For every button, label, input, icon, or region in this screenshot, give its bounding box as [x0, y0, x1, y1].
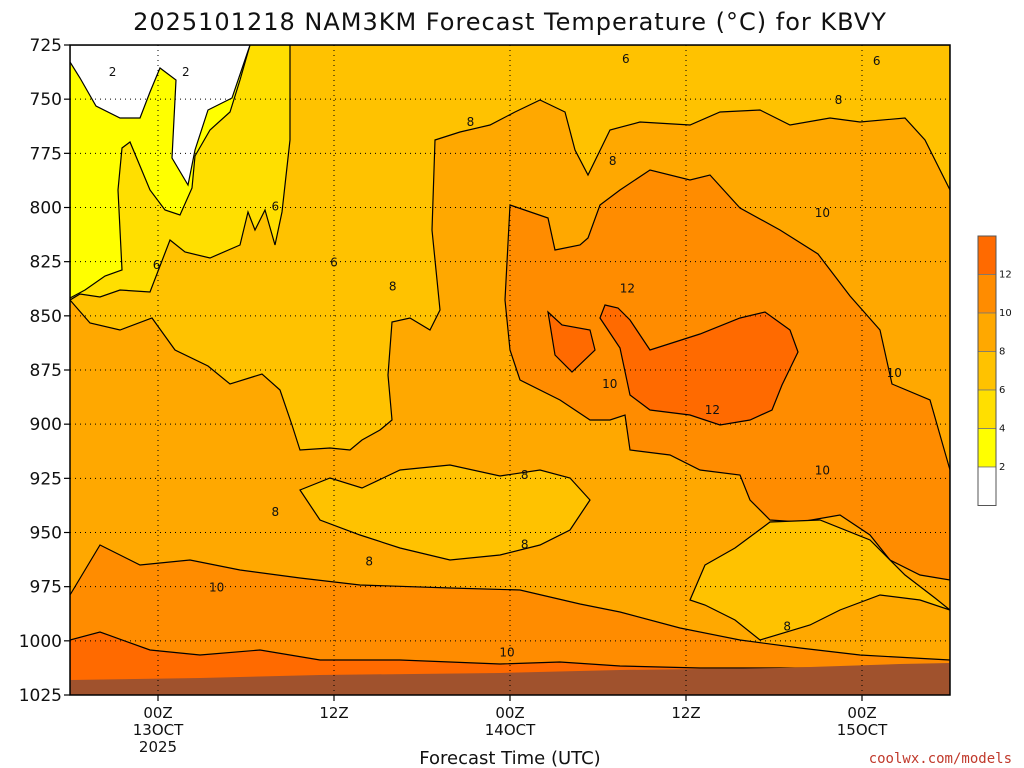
colorbar-tick-label: 12	[999, 270, 1012, 281]
y-tick-label: 1025	[19, 686, 62, 706]
y-tick-label: 725	[30, 36, 62, 56]
contour-labels: 2 2 6 6 8 8 8 6 6 6 8 12 10 10 12 10 8 8 8 8 10 10 10 8	[109, 52, 902, 660]
contour-label: 6	[330, 256, 338, 270]
band-12-14	[599, 304, 799, 426]
contour-label: 6	[622, 52, 630, 66]
x-tick-label: 12Z	[671, 704, 700, 722]
contour-label: 10	[815, 464, 830, 478]
contour-label: 8	[835, 93, 843, 107]
colorbar-swatch	[977, 312, 997, 352]
contour-label: 12	[620, 282, 635, 296]
contour-label: 10	[209, 581, 224, 595]
colorbar-swatch	[977, 428, 997, 468]
colorbar-tick-label: 8	[999, 347, 1005, 358]
y-tick-label: 875	[30, 361, 62, 381]
contour-label: 2	[182, 65, 190, 79]
credit-link[interactable]: coolwx.com/models	[869, 751, 1012, 767]
colorbar-swatch	[977, 274, 997, 314]
x-tick-label: 00Z	[143, 704, 172, 722]
y-tick-label: 750	[30, 90, 62, 110]
y-tick-label: 825	[30, 253, 62, 273]
colorbar-swatch	[977, 389, 997, 429]
contour-label: 6	[873, 54, 881, 68]
band-12-14-b	[547, 310, 596, 373]
y-tick-label: 975	[30, 578, 62, 598]
x-tick-label: 14OCT	[485, 721, 536, 739]
colorbar-frame	[977, 235, 997, 506]
colorbar-swatch	[977, 235, 997, 275]
x-tick-label: 2025	[139, 738, 177, 756]
x-tick-label: 00Z	[847, 704, 876, 722]
contour-label: 10	[602, 377, 617, 391]
contour-label: 8	[272, 505, 280, 519]
contour-label: 2	[109, 65, 117, 79]
contour-label: 6	[272, 199, 280, 213]
colorbar-tick-label: 6	[999, 385, 1005, 396]
ground	[70, 663, 950, 695]
y-tick-label: 925	[30, 469, 62, 489]
contour-label: 8	[783, 620, 791, 634]
contour-label: 8	[467, 115, 475, 129]
y-axis: 725 750 775 800 825 850 875 900 925 950 975 1000 102…	[19, 36, 70, 706]
colorbar-swatch	[977, 351, 997, 391]
y-tick-label: 1000	[19, 632, 62, 652]
y-tick-label: 950	[30, 524, 62, 544]
contour-label: 10	[499, 646, 514, 660]
band-6-8-low	[689, 519, 950, 641]
y-tick-label: 900	[30, 415, 62, 435]
colorbar-tick-label: 4	[999, 424, 1005, 435]
y-tick-label: 800	[30, 199, 62, 219]
x-tick-label: 00Z	[495, 704, 524, 722]
contour-label: 6	[153, 258, 161, 272]
band-0-2	[70, 45, 251, 187]
band-6-8	[70, 45, 950, 451]
contour-label: 8	[521, 537, 529, 551]
contour-label: 10	[887, 366, 902, 380]
y-tick-label: 775	[30, 144, 62, 164]
contour-label: 8	[365, 555, 373, 569]
colorbar-tick-label: 2	[999, 462, 1005, 473]
x-axis-label: Forecast Time (UTC)	[419, 748, 600, 768]
contour-label: 12	[705, 403, 720, 417]
contour-label: 10	[815, 206, 830, 220]
x-tick-label: 13OCT	[133, 721, 184, 739]
colorbar-tick-label: 10	[999, 308, 1012, 319]
y-tick-label: 850	[30, 307, 62, 327]
x-tick-label: 15OCT	[837, 721, 888, 739]
x-tick-label: 12Z	[319, 704, 348, 722]
colorbar-swatch	[977, 466, 997, 506]
band-6-8-mid	[299, 464, 591, 561]
colorbar: 2 4 6 8 10 12	[977, 235, 1012, 506]
contour-label: 8	[609, 154, 617, 168]
contour-label: 8	[389, 280, 397, 294]
chart-title: 2025101218 NAM3KM Forecast Temperature (…	[133, 8, 887, 36]
contour-label: 8	[521, 468, 529, 482]
